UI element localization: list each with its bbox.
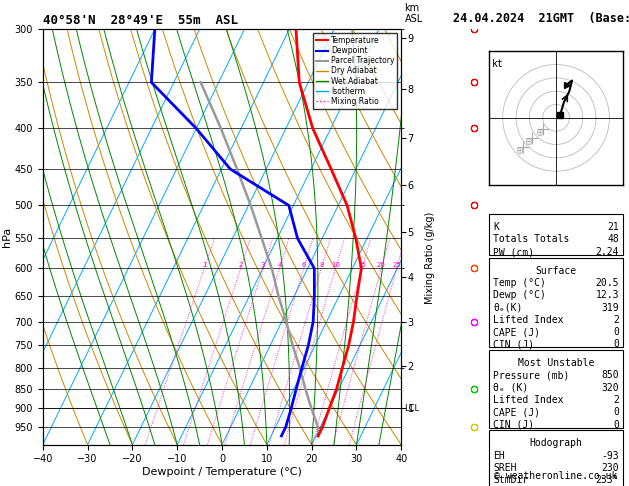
Text: 10: 10 [331, 262, 340, 268]
Text: Temp (°C): Temp (°C) [493, 278, 546, 288]
Text: θₑ (K): θₑ (K) [493, 382, 528, 393]
Text: CAPE (J): CAPE (J) [493, 407, 540, 417]
Text: K: K [493, 222, 499, 232]
Text: © weatheronline.co.uk: © weatheronline.co.uk [494, 471, 618, 481]
Text: StmDir: StmDir [493, 475, 528, 486]
Y-axis label: hPa: hPa [2, 227, 12, 247]
Text: 0: 0 [613, 419, 619, 430]
Text: 12.3: 12.3 [596, 290, 619, 300]
Text: 20.5: 20.5 [596, 278, 619, 288]
Text: 850: 850 [601, 370, 619, 380]
Text: 319: 319 [601, 302, 619, 312]
Text: CIN (J): CIN (J) [493, 419, 534, 430]
Text: 48: 48 [607, 235, 619, 244]
X-axis label: Dewpoint / Temperature (°C): Dewpoint / Temperature (°C) [142, 467, 302, 477]
Text: Hodograph: Hodograph [530, 438, 582, 448]
Text: CAPE (J): CAPE (J) [493, 327, 540, 337]
Text: 233°: 233° [596, 475, 619, 486]
Text: θₑ(K): θₑ(K) [493, 302, 523, 312]
Text: 2: 2 [613, 315, 619, 325]
Text: 8: 8 [319, 262, 324, 268]
Text: 4: 4 [277, 262, 282, 268]
Text: Pressure (mb): Pressure (mb) [493, 370, 569, 380]
Text: 2: 2 [613, 395, 619, 405]
Text: PW (cm): PW (cm) [493, 247, 534, 257]
Text: SREH: SREH [493, 463, 516, 473]
Text: Totals Totals: Totals Totals [493, 235, 569, 244]
Text: Surface: Surface [535, 265, 577, 276]
Text: 21: 21 [607, 222, 619, 232]
Legend: Temperature, Dewpoint, Parcel Trajectory, Dry Adiabat, Wet Adiabat, Isotherm, Mi: Temperature, Dewpoint, Parcel Trajectory… [313, 33, 398, 109]
Text: 40°58'N  28°49'E  55m  ASL: 40°58'N 28°49'E 55m ASL [43, 14, 238, 27]
Text: 24.04.2024  21GMT  (Base: 18): 24.04.2024 21GMT (Base: 18) [453, 12, 629, 25]
Text: CIN (J): CIN (J) [493, 340, 534, 349]
Text: ⊕: ⊕ [515, 146, 523, 156]
Text: 0: 0 [613, 327, 619, 337]
Text: LCL: LCL [404, 404, 419, 413]
Text: 6: 6 [301, 262, 306, 268]
Text: kt: kt [492, 59, 504, 69]
Text: 20: 20 [377, 262, 386, 268]
Text: 0: 0 [613, 407, 619, 417]
Text: 0: 0 [613, 340, 619, 349]
Text: 2: 2 [238, 262, 243, 268]
Text: Most Unstable: Most Unstable [518, 358, 594, 368]
Text: Dewp (°C): Dewp (°C) [493, 290, 546, 300]
Text: ⊕: ⊕ [535, 127, 543, 138]
Text: -93: -93 [601, 451, 619, 461]
Text: 1: 1 [202, 262, 206, 268]
Text: Mixing Ratio (g/kg): Mixing Ratio (g/kg) [425, 211, 435, 304]
Text: 230: 230 [601, 463, 619, 473]
Text: 320: 320 [601, 382, 619, 393]
Text: Lifted Index: Lifted Index [493, 395, 564, 405]
Text: 25: 25 [392, 262, 401, 268]
Text: ⊕: ⊕ [524, 137, 532, 147]
Text: 2.24: 2.24 [596, 247, 619, 257]
Text: 15: 15 [357, 262, 366, 268]
Text: 3: 3 [261, 262, 265, 268]
Text: km
ASL: km ASL [404, 3, 423, 24]
Text: EH: EH [493, 451, 505, 461]
Text: Lifted Index: Lifted Index [493, 315, 564, 325]
